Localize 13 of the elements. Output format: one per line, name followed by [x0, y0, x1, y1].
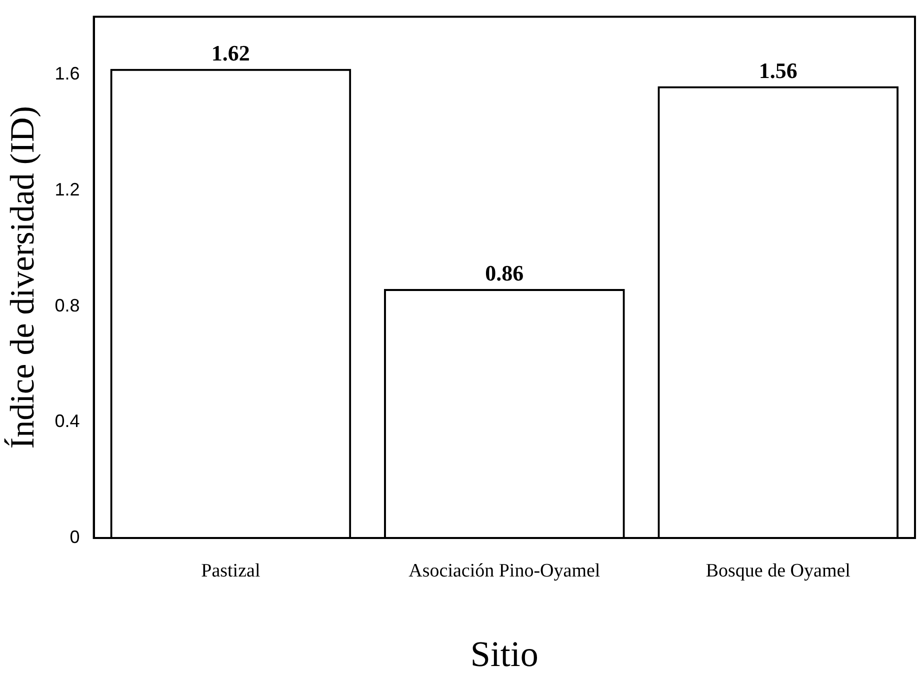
x-axis-title: Sitio [470, 634, 538, 674]
y-tick-label: 0.8 [54, 295, 80, 316]
data-label: 1.56 [758, 58, 798, 83]
x-tick-label: Pastizal [201, 560, 260, 582]
y-tick-label: 1.2 [54, 180, 80, 200]
y-tick-label: 0 [70, 526, 80, 547]
y-axis-title: Índice de diversidad (ID) [3, 106, 42, 449]
y-tick-label: 0.4 [54, 411, 80, 432]
x-tick-label: Asociación Pino-Oyamel [408, 560, 600, 582]
data-label: 0.86 [485, 260, 524, 286]
data-label: 1.62 [211, 40, 250, 66]
x-tick-label: Bosque de Oyamel [706, 560, 850, 582]
y-tick-label: 1.6 [54, 64, 80, 84]
